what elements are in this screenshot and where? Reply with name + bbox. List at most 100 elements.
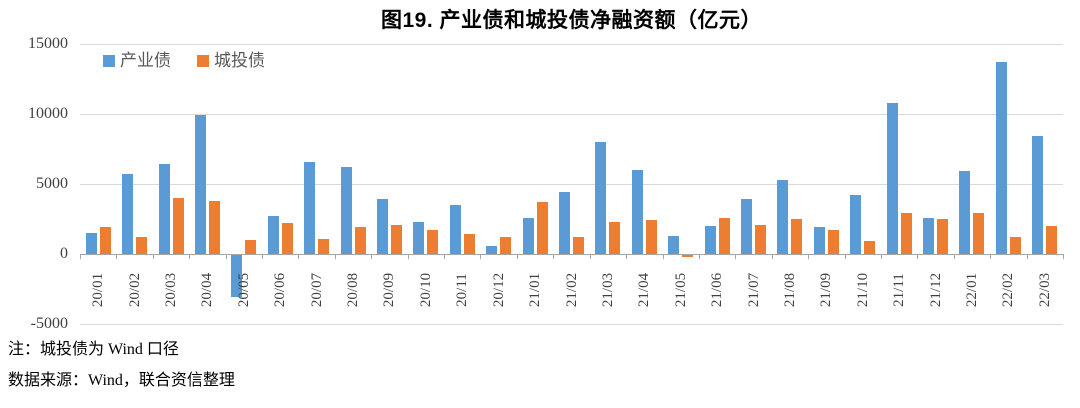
x-axis-label-22/02: 22/02 — [1000, 272, 1017, 308]
x-axis-label-20/04: 20/04 — [199, 272, 216, 308]
x-axis-tick — [771, 254, 773, 259]
x-axis-tick — [262, 254, 264, 259]
x-axis-tick — [589, 254, 591, 259]
x-axis-tick — [953, 254, 955, 259]
x-axis-tick — [844, 254, 846, 259]
y-axis-tick-label: 0 — [60, 245, 68, 262]
x-axis-tick — [808, 254, 810, 259]
x-axis-tick — [334, 254, 336, 259]
bar-industrial-21/07 — [741, 199, 753, 254]
bar-industrial-20/09 — [376, 199, 388, 254]
bar-urban-21/03 — [609, 221, 621, 254]
chart-legend: 产业债 城投债 — [103, 52, 265, 70]
chart-title: 图19. 产业债和城投债净融资额（亿元） — [380, 9, 763, 32]
bar-urban-21/07 — [755, 224, 767, 254]
x-axis-tick — [80, 254, 81, 259]
legend-label: 产业债 — [120, 51, 171, 70]
bar-urban-20/07 — [318, 238, 330, 254]
x-axis-tick — [917, 254, 919, 259]
bar-industrial-20/03 — [158, 164, 170, 254]
footnote-caliber: 注：城投债为 Wind 口径 — [8, 341, 179, 358]
x-axis-label-21/12: 21/12 — [927, 272, 944, 308]
bar-urban-20/08 — [354, 227, 366, 254]
x-axis-tick — [626, 254, 628, 259]
bar-industrial-20/07 — [304, 161, 316, 254]
x-axis-tick — [662, 254, 664, 259]
x-axis-tick — [990, 254, 992, 259]
bar-industrial-21/04 — [631, 170, 643, 254]
legend-swatch-orange-icon — [197, 55, 209, 67]
x-axis-label-21/10: 21/10 — [854, 272, 871, 308]
bar-urban-20/09 — [390, 224, 402, 254]
x-axis-label-21/08: 21/08 — [781, 272, 798, 308]
footnotes: 注：城投债为 Wind 口径 数据来源：Wind，联合资信整理 — [8, 341, 235, 403]
y-gridline — [80, 114, 1063, 115]
bar-urban-21/11 — [900, 213, 912, 254]
bar-urban-20/04 — [208, 200, 220, 254]
bar-urban-22/03 — [1046, 226, 1058, 254]
bar-industrial-21/12 — [923, 217, 935, 254]
x-axis-tick — [880, 254, 882, 259]
x-axis-label-21/04: 21/04 — [636, 272, 653, 308]
x-axis-label-21/09: 21/09 — [818, 272, 835, 308]
x-axis-tick — [152, 254, 154, 259]
bar-industrial-20/05 — [231, 255, 243, 297]
legend-item-industrial-bond: 产业债 — [103, 52, 171, 70]
bar-urban-21/06 — [718, 217, 730, 254]
bar-industrial-21/01 — [522, 217, 534, 254]
x-axis-tick — [371, 254, 373, 259]
x-axis-label-21/01: 21/01 — [527, 272, 544, 308]
x-axis-tick — [553, 254, 555, 259]
x-axis-tick — [407, 254, 409, 259]
bar-urban-20/10 — [427, 230, 439, 254]
y-gridline — [80, 44, 1063, 45]
bar-urban-20/12 — [500, 237, 512, 254]
y-axis-tick-label: 15000 — [28, 35, 68, 52]
bar-industrial-21/11 — [886, 102, 898, 254]
x-axis-label-20/12: 20/12 — [490, 272, 507, 308]
bar-industrial-20/08 — [340, 167, 352, 254]
bar-industrial-21/05 — [668, 235, 680, 254]
bar-industrial-21/08 — [777, 179, 789, 254]
bar-industrial-22/03 — [1032, 136, 1044, 254]
x-axis-label-20/03: 20/03 — [163, 272, 180, 308]
x-axis-label-20/05: 20/05 — [235, 272, 252, 308]
bar-urban-21/09 — [827, 230, 839, 254]
x-axis-tick — [225, 254, 227, 259]
footnote-source: 数据来源：Wind，联合资信整理 — [8, 372, 235, 389]
x-axis-label-21/05: 21/05 — [672, 272, 689, 308]
x-axis-tick — [1063, 254, 1064, 259]
x-axis-label-20/08: 20/08 — [345, 272, 362, 308]
y-gridline — [80, 324, 1063, 325]
x-axis-label-20/07: 20/07 — [308, 272, 325, 308]
bar-urban-21/08 — [791, 219, 803, 254]
x-axis-tick — [298, 254, 300, 259]
y-axis-tick-label: 10000 — [28, 105, 68, 122]
bar-urban-21/02 — [573, 237, 584, 254]
x-axis-label-21/02: 21/02 — [563, 272, 580, 308]
x-axis-label-21/03: 21/03 — [599, 272, 616, 308]
x-axis-tick — [480, 254, 482, 259]
bar-industrial-21/02 — [559, 192, 570, 254]
y-axis-tick-label: 5000 — [36, 175, 68, 192]
bar-urban-20/02 — [136, 237, 148, 254]
x-axis-tick — [444, 254, 446, 259]
bar-urban-20/03 — [172, 198, 184, 254]
x-axis-tick — [698, 254, 700, 259]
bar-industrial-22/01 — [959, 171, 971, 254]
x-axis-tick — [735, 254, 737, 259]
bar-urban-21/04 — [645, 220, 657, 254]
bar-industrial-20/01 — [85, 233, 97, 254]
x-axis-tick — [116, 254, 118, 259]
bar-urban-20/11 — [463, 234, 475, 254]
bar-industrial-21/10 — [850, 195, 862, 254]
bar-urban-20/01 — [99, 227, 111, 254]
bar-urban-20/05 — [245, 240, 257, 254]
x-axis-label-21/06: 21/06 — [709, 272, 726, 308]
x-axis-label-22/03: 22/03 — [1036, 272, 1053, 308]
bar-industrial-20/11 — [449, 205, 461, 254]
bar-urban-21/01 — [536, 202, 548, 254]
x-axis-tick — [189, 254, 191, 259]
x-axis-label-22/01: 22/01 — [963, 272, 980, 308]
